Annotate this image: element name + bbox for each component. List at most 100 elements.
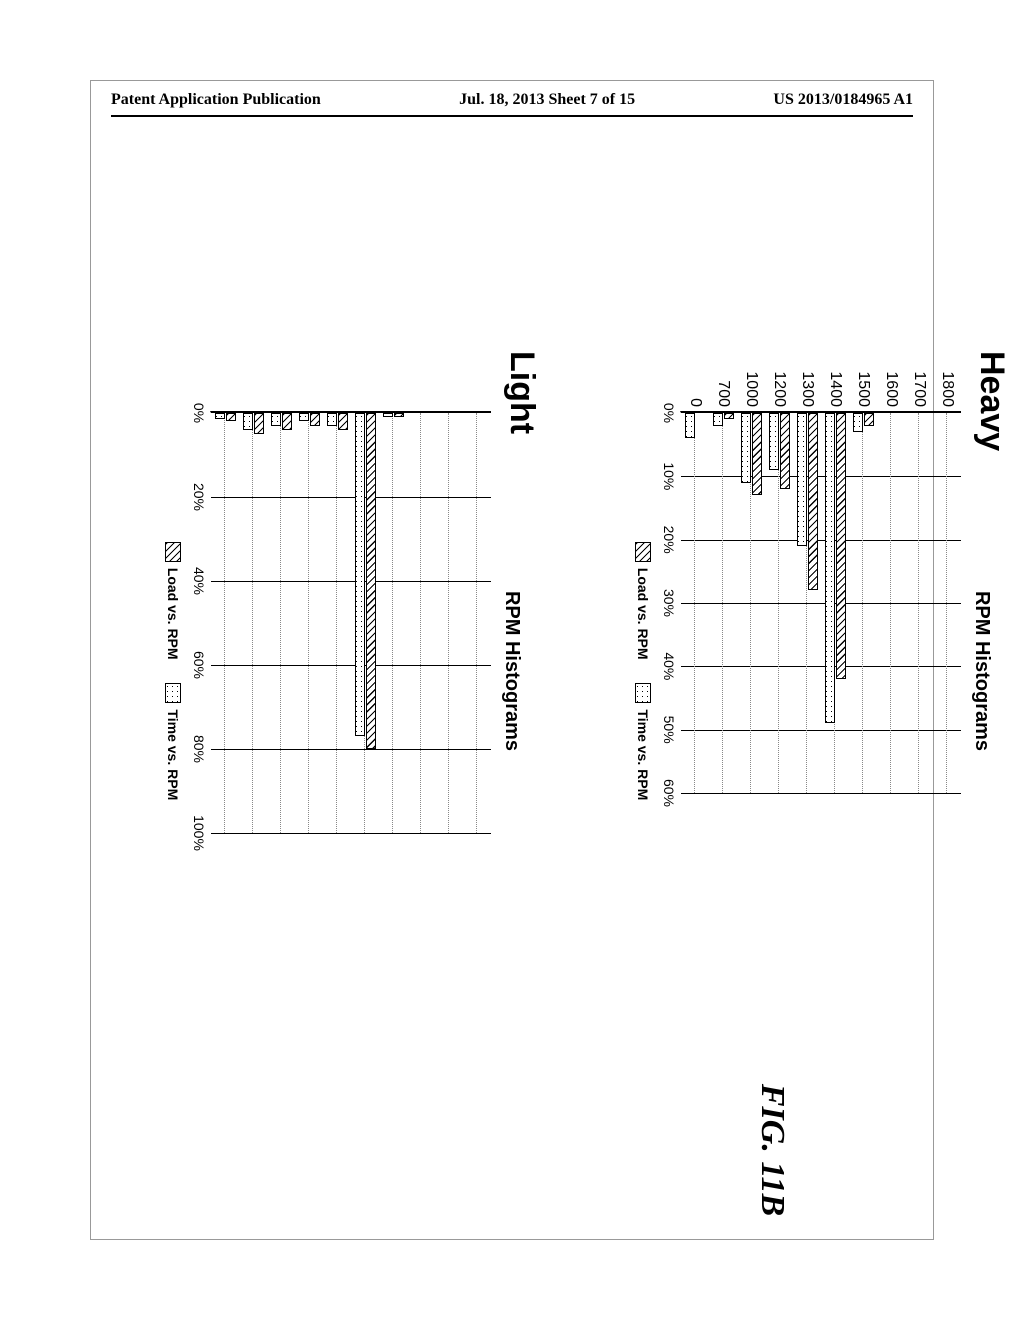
y-axis-label: 0 <box>686 398 704 407</box>
legend-load-label: Load vs. RPM <box>635 568 651 660</box>
swatch-hatch-icon <box>165 542 181 562</box>
legend-load-heavy: Load vs. RPM <box>635 542 651 660</box>
header-center: Jul. 18, 2013 Sheet 7 of 15 <box>459 91 635 109</box>
bar-time <box>215 413 225 419</box>
bar-time <box>685 413 695 438</box>
bar-load <box>724 413 734 419</box>
gridline <box>211 833 491 834</box>
legend-heavy: Load vs. RPM Time vs. RPM <box>632 341 651 1001</box>
row-guide <box>420 413 421 833</box>
y-axis-label: 1700 <box>910 371 928 407</box>
x-axis-label: 40% <box>191 567 207 595</box>
panel-light: Light RPM Histograms 0%20%40%60%80%100% … <box>91 341 541 1001</box>
gridline <box>681 603 961 604</box>
x-axis-label: 10% <box>661 462 677 490</box>
gridline <box>681 540 961 541</box>
panel-heavy: Heavy RPM Histograms 0%10%20%30%40%50%60… <box>561 341 1011 1001</box>
swatch-dots-icon <box>635 683 651 703</box>
bar-load <box>254 413 264 434</box>
gridline <box>681 730 961 731</box>
gridline <box>681 666 961 667</box>
y-axis-label: 1000 <box>742 371 760 407</box>
bar-load <box>836 413 846 679</box>
row-guide <box>722 413 723 793</box>
y-axis-label: 1600 <box>882 371 900 407</box>
row-guide <box>918 413 919 793</box>
bar-load <box>282 413 292 430</box>
legend-time-label: Time vs. RPM <box>635 709 651 800</box>
x-axis-label: 0% <box>661 403 677 423</box>
gridline <box>681 793 961 794</box>
row-guide <box>392 413 393 833</box>
bar-time <box>797 413 807 546</box>
bar-load <box>338 413 348 430</box>
x-axis-label: 20% <box>191 483 207 511</box>
swatch-hatch-icon <box>635 542 651 562</box>
page-header: Patent Application Publication Jul. 18, … <box>111 91 913 109</box>
bar-load <box>226 413 236 421</box>
bar-time <box>355 413 365 736</box>
bar-time <box>825 413 835 723</box>
gridline <box>211 665 491 666</box>
y-axis-label: 1800 <box>938 371 956 407</box>
legend-time-heavy: Time vs. RPM <box>635 683 651 800</box>
bar-load <box>780 413 790 489</box>
bar-load <box>864 413 874 426</box>
bar-time <box>299 413 309 421</box>
figure-label: FIG. 11B <box>753 1084 791 1216</box>
bar-time <box>769 413 779 470</box>
y-axis-label: 700 <box>714 380 732 407</box>
row-guide <box>336 413 337 833</box>
gridline <box>211 581 491 582</box>
bar-time <box>271 413 281 426</box>
bar-load <box>808 413 818 590</box>
header-right: US 2013/0184965 A1 <box>773 91 913 109</box>
bar-time <box>713 413 723 426</box>
row-guide <box>862 413 863 793</box>
legend-time-light: Time vs. RPM <box>165 683 181 800</box>
row-guide <box>252 413 253 833</box>
bar-load <box>752 413 762 495</box>
x-axis-label: 60% <box>661 779 677 807</box>
row-guide <box>448 413 449 833</box>
bar-time <box>853 413 863 432</box>
swatch-dots-icon <box>165 683 181 703</box>
bar-time <box>327 413 337 426</box>
row-guide <box>778 413 779 793</box>
row-guide <box>476 413 477 833</box>
bar-load <box>310 413 320 426</box>
row-guide <box>308 413 309 833</box>
x-axis-label: 60% <box>191 651 207 679</box>
gridline <box>211 497 491 498</box>
bar-time <box>383 413 393 417</box>
row-guide <box>280 413 281 833</box>
row-guide <box>224 413 225 833</box>
chart-title-light: RPM Histograms <box>500 341 523 1001</box>
row-guide <box>890 413 891 793</box>
chart-area: Heavy RPM Histograms 0%10%20%30%40%50%60… <box>71 341 1011 1001</box>
x-axis-label: 30% <box>661 589 677 617</box>
bar-time <box>741 413 751 483</box>
legend-load-label-light: Load vs. RPM <box>165 568 181 660</box>
y-axis-label: 1300 <box>798 371 816 407</box>
bar-load <box>394 413 404 417</box>
x-axis-label: 40% <box>661 652 677 680</box>
y-axis-label: 1400 <box>826 371 844 407</box>
header-rule <box>111 115 913 117</box>
gridline <box>211 749 491 750</box>
legend-time-label-light: Time vs. RPM <box>165 709 181 800</box>
row-guide <box>946 413 947 793</box>
x-axis-label: 100% <box>191 815 207 851</box>
page-frame: Patent Application Publication Jul. 18, … <box>90 80 934 1240</box>
row-guide <box>694 413 695 793</box>
y-axis-label: 1200 <box>770 371 788 407</box>
x-axis-label: 0% <box>191 403 207 423</box>
x-axis-label: 50% <box>661 716 677 744</box>
legend-light: Load vs. RPM Time vs. RPM <box>162 341 181 1001</box>
legend-load-light: Load vs. RPM <box>165 542 181 660</box>
x-axis-label: 20% <box>661 526 677 554</box>
plot-heavy: 0%10%20%30%40%50%60%18001700160015001400… <box>680 411 961 793</box>
gridline <box>681 476 961 477</box>
header-left: Patent Application Publication <box>111 91 321 109</box>
chart-title-heavy: RPM Histograms <box>970 341 993 1001</box>
